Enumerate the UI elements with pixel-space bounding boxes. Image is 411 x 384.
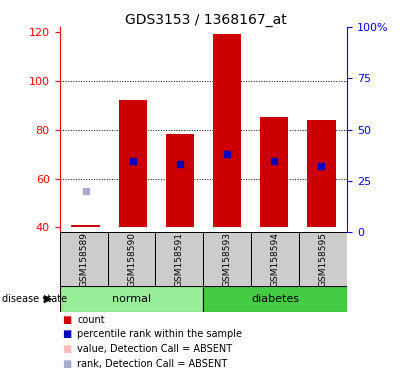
Bar — [118, 100, 147, 227]
Bar — [260, 118, 289, 227]
Text: percentile rank within the sample: percentile rank within the sample — [77, 329, 242, 339]
Bar — [60, 286, 203, 312]
Bar — [60, 232, 108, 286]
Text: count: count — [77, 315, 105, 325]
Text: ■: ■ — [62, 359, 71, 369]
Text: GSM158595: GSM158595 — [319, 232, 328, 287]
Text: disease state: disease state — [2, 294, 67, 304]
Bar — [203, 286, 347, 312]
Bar — [155, 232, 203, 286]
Text: ■: ■ — [62, 315, 71, 325]
Text: GSM158589: GSM158589 — [79, 232, 88, 287]
Text: GSM158594: GSM158594 — [271, 232, 280, 286]
Text: value, Detection Call = ABSENT: value, Detection Call = ABSENT — [77, 344, 232, 354]
Bar — [203, 232, 252, 286]
Text: diabetes: diabetes — [252, 294, 299, 304]
Text: normal: normal — [112, 294, 151, 304]
Text: ▶: ▶ — [44, 294, 53, 304]
Bar — [213, 34, 241, 227]
Text: ■: ■ — [62, 344, 71, 354]
Bar — [252, 232, 299, 286]
Text: GDS3153 / 1368167_at: GDS3153 / 1368167_at — [125, 13, 286, 26]
Bar — [108, 232, 155, 286]
Text: GSM158590: GSM158590 — [127, 232, 136, 287]
Text: GSM158593: GSM158593 — [223, 232, 232, 287]
Bar — [299, 232, 347, 286]
Bar — [166, 134, 194, 227]
Bar — [72, 225, 100, 227]
Text: GSM158591: GSM158591 — [175, 232, 184, 287]
Text: ■: ■ — [62, 329, 71, 339]
Bar — [307, 120, 335, 227]
Text: rank, Detection Call = ABSENT: rank, Detection Call = ABSENT — [77, 359, 228, 369]
